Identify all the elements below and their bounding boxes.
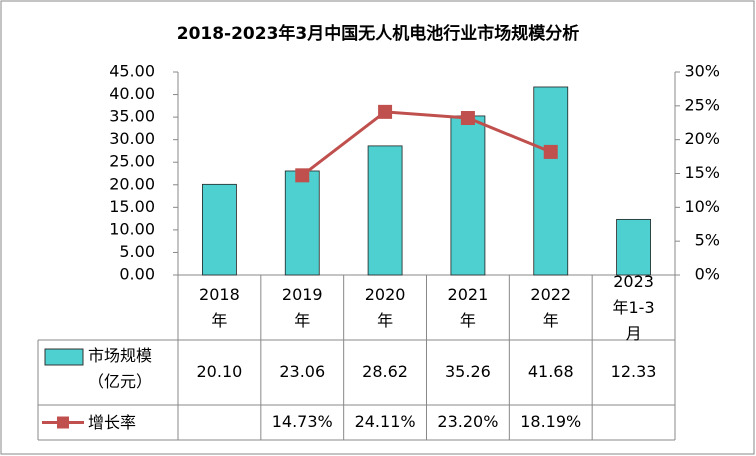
chart-title: 2018-2023年3月中国无人机电池行业市场规模分析 <box>177 23 580 44</box>
table-value: 24.11% <box>355 412 416 431</box>
bar <box>533 86 569 276</box>
y-tick-label: 20.00 <box>109 174 155 193</box>
line <box>301 110 552 177</box>
y2-tick-label: 5% <box>695 231 720 250</box>
y-tick-label: 30.00 <box>109 129 155 148</box>
y-tick-label: 5.00 <box>119 242 155 261</box>
y2-tick-label: 25% <box>684 95 720 114</box>
marker <box>295 168 310 183</box>
y-tick-label: 45.00 <box>109 62 155 81</box>
y2-tick-label: 20% <box>684 129 720 148</box>
y-tick-label: 10.00 <box>109 219 155 238</box>
y-tick-label: 0.00 <box>119 265 155 284</box>
x-tick-label: 2022年 <box>530 284 572 330</box>
y-tick-label: 15.00 <box>109 197 155 216</box>
y-tick-label: 40.00 <box>109 84 155 103</box>
table-value: 23.20% <box>437 412 498 431</box>
table-value: 14.73% <box>272 412 333 431</box>
legend-swatch <box>44 348 84 366</box>
marker <box>543 144 558 159</box>
table-value: 28.62 <box>362 362 408 381</box>
table-value: 12.33 <box>611 362 657 381</box>
y2-tick-label: 10% <box>684 197 720 216</box>
bar <box>367 145 403 276</box>
marker <box>378 104 393 119</box>
x-tick-label: 2018年 <box>199 284 240 330</box>
x-tick-label: 2019年 <box>281 284 323 330</box>
y-tick-label: 25.00 <box>109 152 155 171</box>
table-value: 23.06 <box>279 362 325 381</box>
table-value: 20.10 <box>197 362 243 381</box>
table-value: 35.26 <box>445 362 491 381</box>
legend-marker <box>57 416 69 429</box>
x-tick-label: 2020年 <box>364 284 406 330</box>
bar <box>202 183 237 276</box>
y2-tick-label: 30% <box>684 62 720 81</box>
bar <box>284 170 320 276</box>
table-value: 18.19% <box>520 412 581 431</box>
bar <box>616 218 651 276</box>
bar <box>450 115 486 276</box>
x-tick-label: 2023年1-3月 <box>612 271 655 343</box>
y2-tick-label: 0% <box>695 265 720 284</box>
legend-label: 增长率 <box>88 412 137 432</box>
marker <box>460 111 475 126</box>
table-value: 41.68 <box>528 362 574 381</box>
y2-tick-label: 15% <box>684 163 720 182</box>
legend-label: 市场规模（亿元） <box>88 346 153 391</box>
x-tick-label: 2021年 <box>447 284 489 330</box>
y-tick-label: 35.00 <box>109 107 155 126</box>
